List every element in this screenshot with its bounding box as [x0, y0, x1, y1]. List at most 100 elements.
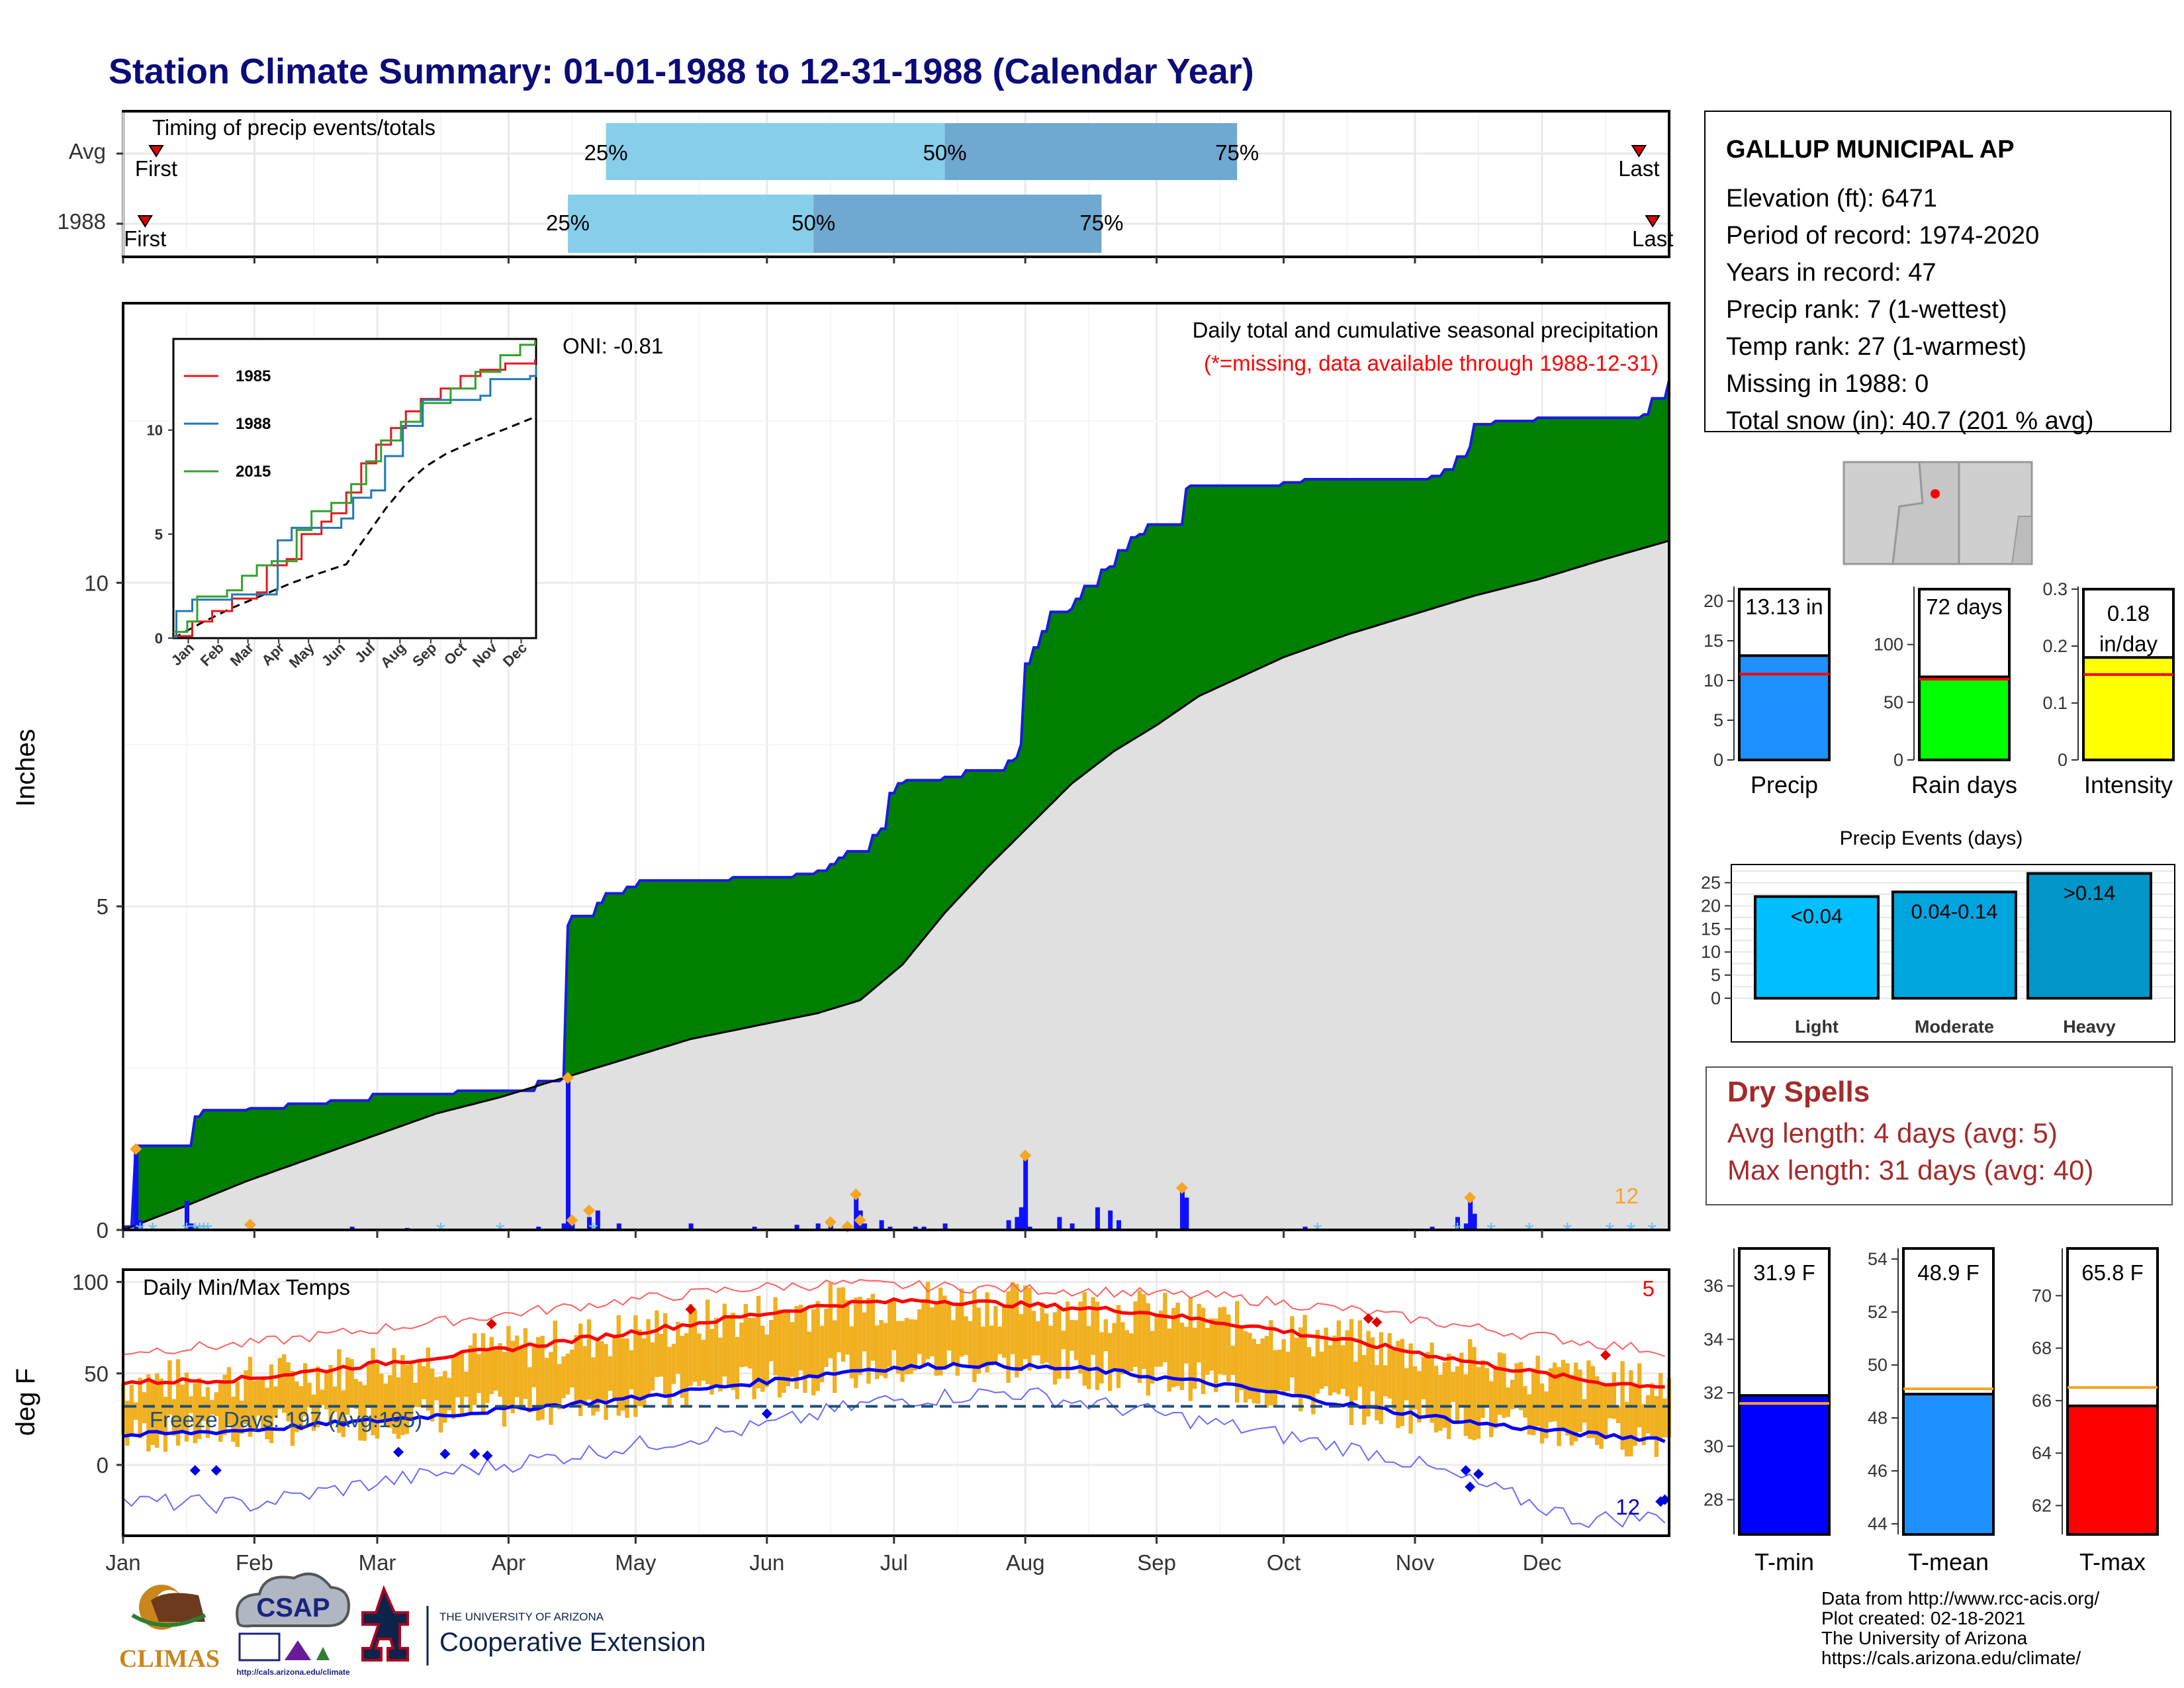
- daily-temp-bar: [1531, 1368, 1536, 1436]
- daily-temp-bar: [1146, 1303, 1150, 1396]
- daily-temp-bar: [731, 1313, 735, 1390]
- daily-temp-bar: [960, 1288, 964, 1357]
- daily-temp-bar: [578, 1323, 583, 1417]
- daily-temp-bar: [608, 1356, 613, 1391]
- daily-temp-bar: [883, 1323, 888, 1379]
- temp-bar-label: T-max: [2079, 1548, 2146, 1575]
- daily-temp-bar: [502, 1352, 507, 1427]
- timing-p75-label: 75%: [1215, 140, 1259, 165]
- daily-temp-bar: [773, 1297, 778, 1376]
- station-info-line: Precip rank: 7 (1-wettest): [1726, 296, 2007, 324]
- daily-temp-bar: [1073, 1320, 1079, 1360]
- daily-temp-bar: [328, 1365, 333, 1426]
- temp-bar-ytick-label: 68: [2032, 1338, 2052, 1358]
- daily-temp-bar: [1006, 1291, 1011, 1383]
- daily-temp-bar: [1214, 1319, 1218, 1393]
- freeze-label: Freeze Days: 197 (Avg:195): [150, 1407, 422, 1432]
- daily-temp-bar: [388, 1375, 392, 1428]
- daily-temp-bar: [1264, 1336, 1269, 1408]
- daily-temp-bar: [709, 1329, 714, 1395]
- month-label: Jun: [749, 1550, 784, 1575]
- daily-temp-bar: [904, 1317, 909, 1374]
- daily-temp-bar: [713, 1317, 719, 1385]
- summary-bar-value: [2082, 656, 2175, 762]
- record-min-line: [122, 1387, 1666, 1528]
- daily-temp-bar: [1239, 1326, 1244, 1391]
- record-low-marker: [393, 1446, 404, 1458]
- daily-temp-bar: [629, 1350, 634, 1389]
- daily-temp-bar: [1201, 1307, 1206, 1395]
- summary-bar-ytick-label: 0.2: [2042, 636, 2068, 656]
- daily-temp-bar: [451, 1358, 456, 1419]
- daily-temp-bar: [171, 1399, 176, 1436]
- temp-bar-ytick-label: 36: [1704, 1276, 1723, 1296]
- daily-temp-bar: [1052, 1312, 1058, 1385]
- daily-temp-bar: [756, 1295, 761, 1389]
- daily-temp-bar: [1442, 1362, 1447, 1428]
- daily-temp-bar: [1095, 1301, 1100, 1390]
- daily-temp-bar: [930, 1307, 934, 1357]
- daily-temp-bar: [976, 1307, 981, 1374]
- daily-temp-bar: [955, 1305, 960, 1376]
- daily-temp-bar: [1544, 1391, 1549, 1438]
- daily-temp-bar: [1078, 1301, 1083, 1374]
- daily-temp-bar: [1328, 1345, 1333, 1396]
- daily-temp-bar: [1061, 1331, 1066, 1350]
- summary-bar-value-label: 0.18: [2107, 601, 2150, 626]
- temp-bar-ytick-label: 46: [1868, 1461, 1888, 1481]
- timing-title: Timing of precip events/totals: [152, 115, 435, 140]
- daily-temp-bar: [180, 1384, 185, 1431]
- daily-temp-bar: [477, 1354, 481, 1393]
- summary-bar-label: Rain days: [1911, 771, 2017, 798]
- events-ytick-label: 15: [1701, 919, 1721, 939]
- daily-temp-bar: [561, 1356, 566, 1399]
- daily-temp-bar: [214, 1392, 218, 1417]
- precip-ylabel: Inches: [11, 729, 40, 807]
- daily-temp-bar: [1408, 1343, 1413, 1434]
- temp-bar-ytick-label: 54: [1868, 1249, 1888, 1269]
- temps-ytick-label: 50: [84, 1362, 109, 1386]
- daily-temp-bar: [485, 1351, 490, 1403]
- daily-temp-bar: [400, 1354, 405, 1435]
- daily-temp-bar: [1108, 1333, 1113, 1391]
- daily-temp-bar: [1523, 1385, 1527, 1418]
- summary-bar-ytick-label: 20: [1704, 591, 1723, 611]
- daily-temp-bar: [235, 1382, 240, 1447]
- summary-bar-ytick-label: 0.1: [2042, 693, 2068, 713]
- daily-precip-bar: [595, 1210, 600, 1230]
- timing-p25-label: 25%: [546, 211, 590, 235]
- events-ytick-label: 10: [1701, 942, 1721, 962]
- daily-temp-bar: [688, 1303, 693, 1386]
- daily-temp-bar: [1294, 1337, 1298, 1397]
- daily-temp-bar: [1633, 1385, 1637, 1446]
- record-low-marker: [1659, 1494, 1670, 1505]
- daily-temp-bar: [921, 1302, 926, 1366]
- daily-temp-bar: [1036, 1321, 1040, 1356]
- daily-precip-bar: [1184, 1197, 1189, 1230]
- daily-temp-bar: [1218, 1307, 1222, 1375]
- daily-precip-bar: [1015, 1217, 1020, 1230]
- daily-temp-bar: [125, 1401, 130, 1446]
- daily-temp-bar: [1459, 1352, 1464, 1406]
- daily-temp-bar: [1468, 1339, 1473, 1439]
- daily-temp-bar: [273, 1386, 278, 1418]
- inset-series-line: [173, 340, 536, 633]
- daily-temp-bar: [777, 1309, 782, 1398]
- record-low-marker: [210, 1465, 222, 1476]
- daily-precip-bar: [1057, 1217, 1062, 1230]
- credits: Data from http://www.rcc-acis.org/ Plot …: [1821, 1588, 2099, 1668]
- last-event-marker: [1631, 145, 1647, 158]
- record-precip-marker: [1176, 1182, 1188, 1194]
- avg-cumulative-area: [123, 540, 1669, 1230]
- daily-temp-bar: [862, 1312, 867, 1352]
- daily-temp-bar: [854, 1297, 858, 1388]
- daily-precip-bar: [1472, 1213, 1477, 1230]
- daily-temp-bar: [1311, 1356, 1316, 1415]
- daily-precip-bar: [1069, 1223, 1075, 1230]
- climas-logo-text: CLIMAS: [119, 1645, 220, 1673]
- daily-temp-bar: [1404, 1368, 1409, 1401]
- daily-temp-bar: [286, 1362, 291, 1422]
- daily-temp-bar: [1484, 1368, 1489, 1407]
- station-info-line: Period of record: 1974-2020: [1726, 222, 2039, 250]
